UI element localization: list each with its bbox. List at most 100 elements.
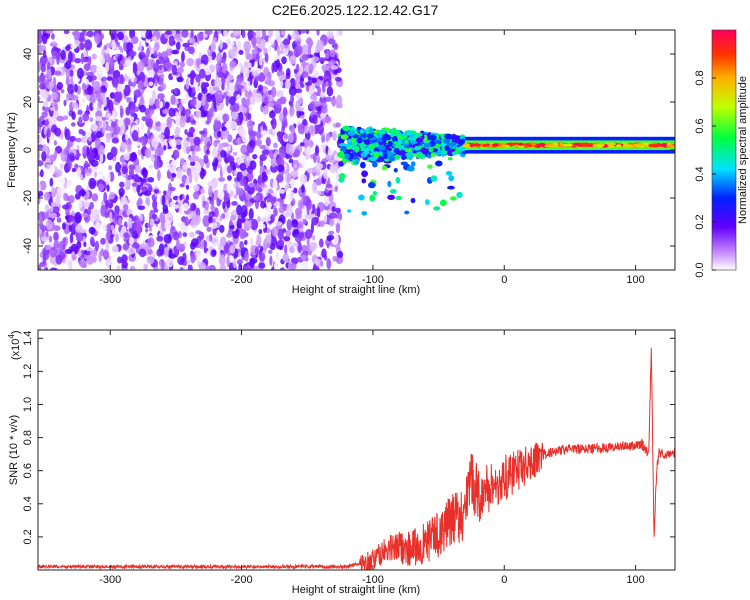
heat-cell [336, 190, 340, 196]
heat-cell [289, 55, 296, 65]
heat-cell [111, 245, 119, 253]
heat-cell [304, 124, 310, 134]
heat-cell [335, 222, 341, 234]
heat-cell [210, 41, 217, 52]
heat-cell [322, 75, 330, 80]
heat-cell [198, 68, 206, 79]
y-tick-label: 40 [22, 48, 34, 60]
heat-cell [179, 157, 185, 166]
heat-cell [157, 93, 165, 100]
heat-cell [100, 204, 108, 217]
heat-cell [249, 257, 258, 264]
heat-cell [259, 145, 267, 150]
heat-cell [308, 63, 314, 72]
heat-cell [312, 73, 318, 79]
heat-cell [182, 139, 190, 148]
heat-cell [200, 110, 207, 118]
heat-cell [268, 249, 273, 254]
heat-cell [268, 110, 276, 119]
heat-cell [218, 254, 226, 266]
x-tick-label: -100 [362, 574, 384, 586]
heat-cell [313, 152, 317, 164]
y-tick-label: -20 [22, 190, 34, 206]
heat-cell [101, 223, 108, 231]
heat-cell [48, 235, 53, 244]
heat-cell [129, 50, 137, 57]
heat-cell [151, 137, 159, 148]
snr-background [38, 330, 675, 570]
heat-cell [127, 217, 133, 229]
heat-cell [297, 199, 304, 210]
heat-cell [87, 56, 92, 66]
heat-cell [102, 249, 110, 260]
heat-cell [316, 30, 320, 36]
heat-cell [236, 84, 244, 90]
heat-cell [213, 140, 219, 148]
heat-cell [137, 197, 143, 206]
heat-cell [64, 128, 71, 141]
heat-cell [38, 30, 42, 39]
heat-cell [266, 217, 271, 222]
heat-cell [289, 177, 295, 189]
heat-cell [244, 90, 253, 98]
heat-cell [322, 169, 328, 179]
heat-cell [174, 33, 182, 42]
heat-cell [229, 120, 238, 130]
heat-cell [91, 193, 99, 202]
heat-cell [277, 239, 285, 246]
heat-cell [147, 128, 151, 140]
heat-cell [134, 164, 142, 173]
heat-cell [106, 172, 111, 183]
heat-cell [292, 242, 299, 247]
heat-cell [239, 162, 247, 171]
heat-cell [177, 256, 185, 266]
heat-cell [129, 265, 136, 270]
heat-cell [537, 142, 546, 146]
colorbar-tick-label: 0.4 [694, 166, 706, 181]
heat-cell [368, 127, 374, 134]
heat-cell [347, 130, 356, 136]
heat-cell [88, 89, 94, 96]
snr-multiplier-close: ) [10, 330, 22, 334]
heat-cell [295, 44, 303, 56]
heat-cell [295, 94, 302, 100]
heat-cell [114, 210, 120, 221]
heat-cell [219, 236, 227, 247]
heat-cell [38, 126, 42, 134]
heat-cell [131, 129, 139, 142]
heat-cell [175, 41, 181, 51]
heat-cell [272, 178, 278, 191]
heat-cell [261, 171, 267, 178]
heat-cell [283, 212, 291, 217]
heat-cell [81, 58, 88, 63]
heat-cell [247, 54, 253, 60]
heat-cell [389, 188, 397, 194]
heat-cell [106, 184, 110, 192]
heat-cell [109, 48, 114, 55]
snr-panel: -300 -200 -100 0 100 0.2 0.4 0.6 0.8 1.0 1.2 1.4 H… [7, 329, 676, 596]
heat-cell [361, 178, 367, 184]
heat-cell [334, 207, 341, 214]
heat-cell [192, 191, 200, 200]
y-tick-label: 0.2 [22, 529, 34, 544]
heat-cell [258, 56, 263, 66]
heat-cell [273, 142, 278, 149]
heat-cell [229, 255, 235, 263]
heat-cell [214, 93, 219, 100]
heat-cell [146, 255, 155, 265]
y-tick-label: 1.0 [22, 397, 34, 412]
heat-cell [82, 113, 90, 122]
heat-cell [352, 155, 359, 160]
heat-cell [83, 241, 87, 248]
heat-cell [193, 146, 201, 152]
colorbar-label: Normalized spectral amplitude [737, 76, 749, 224]
heat-cell [89, 94, 96, 104]
heat-cell [129, 152, 136, 162]
heat-cell [316, 206, 321, 218]
heat-cell [81, 97, 85, 104]
heat-cell [429, 134, 437, 142]
heat-cell [210, 205, 216, 211]
heat-cell [258, 51, 264, 57]
heat-cell [219, 264, 227, 270]
heat-cell [168, 35, 175, 47]
